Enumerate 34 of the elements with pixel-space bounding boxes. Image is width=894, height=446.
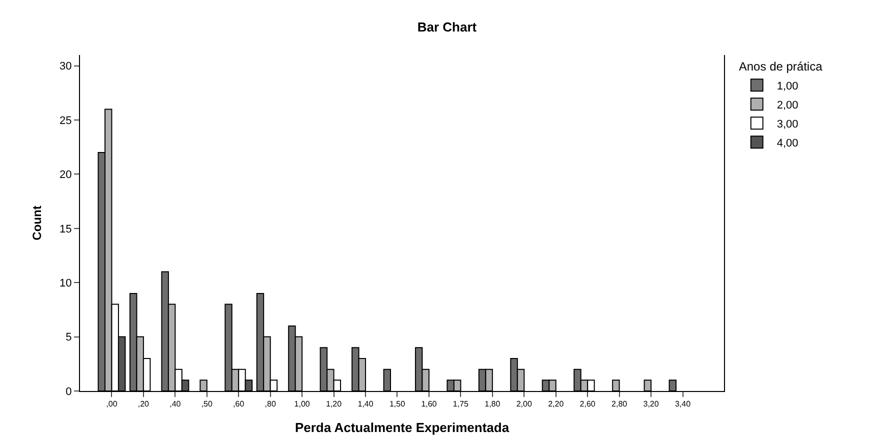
x-tick-label: ,00 <box>106 400 118 409</box>
x-tick-label: 3,40 <box>674 400 692 409</box>
x-tick-label: 1,60 <box>421 400 438 409</box>
y-tick-label: 20 <box>60 169 72 182</box>
y-axis-title: Count <box>30 206 44 240</box>
x-tick-label: 1,00 <box>294 400 310 409</box>
y-tick-label: 25 <box>60 114 72 127</box>
chart-title: Bar Chart <box>417 19 478 34</box>
x-tick-label: 3,20 <box>643 400 660 409</box>
x-tick-label: ,50 <box>201 400 214 409</box>
x-tick-label: ,80 <box>264 400 276 409</box>
y-tick-label: 30 <box>60 60 72 73</box>
x-tick-label: 1,20 <box>326 400 342 409</box>
x-tick-label: 1,75 <box>452 400 470 409</box>
y-tick-label: 0 <box>66 386 72 398</box>
x-tick-label: 1,40 <box>358 400 374 409</box>
x-tick-label: ,20 <box>138 400 150 409</box>
legend-label: 1,00 <box>776 80 798 92</box>
x-tick-label: ,60 <box>233 400 245 409</box>
legend-label: 2,00 <box>776 99 798 112</box>
x-tick-label: 2,00 <box>516 400 532 409</box>
y-tick-label: 15 <box>60 223 72 236</box>
x-tick-label: 1,50 <box>389 400 406 409</box>
x-tick-label: 2,80 <box>612 400 628 409</box>
x-tick-label: ,40 <box>170 400 182 409</box>
y-tick-label: 5 <box>66 332 72 344</box>
legend-title: Anos de prática <box>738 60 823 74</box>
x-tick-label: 2,20 <box>548 400 564 409</box>
legend-label: 3,00 <box>776 118 798 130</box>
legend-label: 4,00 <box>776 137 798 150</box>
x-tick-label: 2,60 <box>580 400 596 409</box>
x-axis-title: Perda Actualmente Experimentada <box>294 420 510 436</box>
y-tick-label: 10 <box>60 277 72 290</box>
x-tick-label: 1,80 <box>484 400 501 409</box>
